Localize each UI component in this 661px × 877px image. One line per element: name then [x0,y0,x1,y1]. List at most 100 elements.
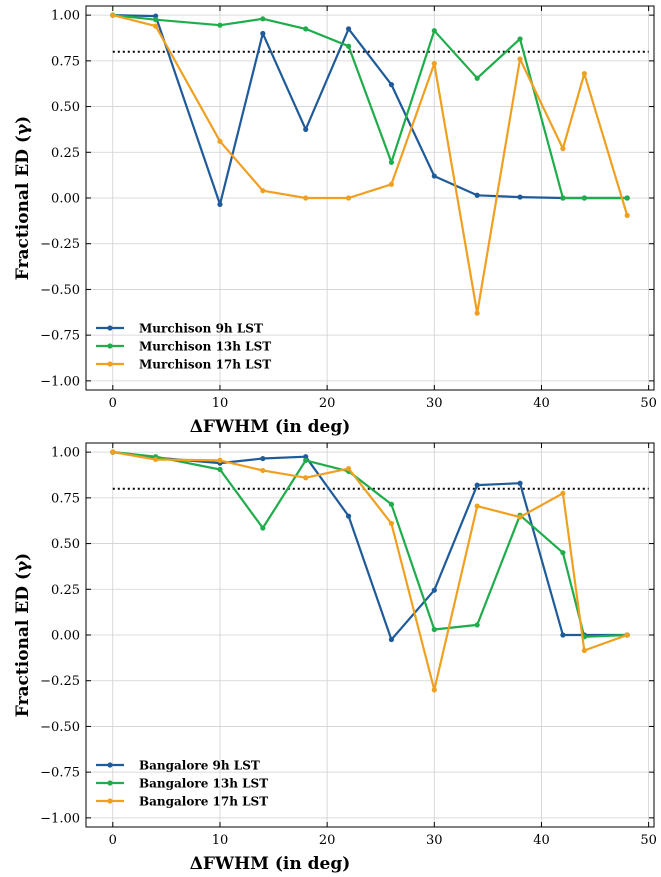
data-point [110,449,116,455]
data-point [431,587,437,593]
data-point [581,647,587,654]
data-point [431,173,437,179]
legend-marker [107,343,113,349]
data-point [431,61,437,67]
legend-label: Bangalore 17h LST [139,795,268,809]
data-point [560,550,566,556]
data-point [303,475,309,481]
y-tick-label: 0.50 [51,100,80,115]
legend-marker [107,325,113,331]
axes-frame [85,442,655,828]
series-1 [110,12,630,207]
data-point [581,195,587,201]
x-tick-label: 0 [109,833,117,848]
data-point [260,455,266,462]
x-tick-label: 40 [533,833,550,848]
y-tick-label: −0.25 [40,674,80,689]
series-1 [110,449,630,643]
data-point [624,632,630,638]
y-axis-title: Fractional ED (γ) [13,116,33,280]
data-point [217,22,223,28]
y-tick-label: 0.25 [51,146,80,161]
legend-label: Murchison 13h LST [139,340,271,354]
data-point [474,192,480,198]
y-tick-label: −0.75 [40,329,80,344]
data-point [474,75,480,81]
legend: Bangalore 9h LST Bangalore 13h LST Bangalo… [96,759,268,809]
legend: Murchison 9h LST Murchison 13h LST Murchis… [96,322,271,372]
data-point [388,520,395,527]
data-point [388,82,395,88]
series-2 [110,449,630,640]
y-tick-label: −0.75 [40,766,80,781]
series-3 [110,449,630,693]
data-point [217,457,223,463]
data-point [431,626,437,633]
data-point [303,457,309,463]
series-3 [110,12,630,316]
legend-label: Murchison 9h LST [139,322,263,336]
data-point [431,687,437,693]
x-tick-label: 0 [109,396,117,411]
data-point [217,466,223,473]
data-point [560,632,566,638]
y-tick-label: −1.00 [40,811,80,826]
axes-frame [85,5,655,391]
data-point [153,17,159,23]
data-point [431,28,437,34]
data-point [260,525,266,531]
data-point [303,126,309,133]
y-tick-label: 0.75 [51,54,80,69]
y-tick-label: 0.00 [51,192,80,207]
data-point [388,159,395,165]
y-tick-label: −1.00 [40,374,80,389]
x-tick-label: 10 [212,396,229,411]
data-point [260,16,266,22]
x-tick-label: 50 [640,396,657,411]
y-axis-title: Fractional ED (γ) [13,553,33,717]
data-point [581,71,587,77]
data-point [303,26,309,32]
x-tick-label: 40 [533,396,550,411]
series-line [112,14,628,206]
data-point [153,13,159,19]
legend-marker [107,798,113,804]
data-point [560,490,566,496]
legend-marker [107,780,113,786]
data-point [260,188,266,194]
series-line [112,14,629,315]
y-tick-label: 1.00 [51,9,80,24]
data-point [345,195,352,201]
data-point [517,514,523,520]
data-point [474,310,480,316]
y-tick-label: 0.75 [51,491,80,506]
data-point [560,146,566,152]
series-line [112,451,628,641]
legend-marker [107,762,113,768]
data-point [260,467,266,474]
data-point [474,622,480,628]
data-point [388,501,395,507]
data-point [474,503,480,509]
data-point [345,466,352,472]
data-point [153,23,159,29]
data-point [345,26,352,32]
data-point [560,195,566,201]
legend-label: Murchison 17h LST [139,358,271,372]
data-point [153,456,159,463]
data-point [345,43,352,49]
data-point [517,56,523,62]
data-point [260,30,266,37]
x-tick-label: 30 [426,833,443,848]
data-point [517,194,523,200]
data-point [517,36,523,42]
x-tick-label: 50 [640,833,657,848]
data-point [388,636,395,643]
series-line [112,451,628,638]
y-tick-label: −0.25 [40,237,80,252]
legend-label: Bangalore 9h LST [139,759,260,773]
x-tick-label: 20 [319,396,336,411]
y-tick-label: 0.00 [51,629,80,644]
legend-marker [107,361,113,367]
